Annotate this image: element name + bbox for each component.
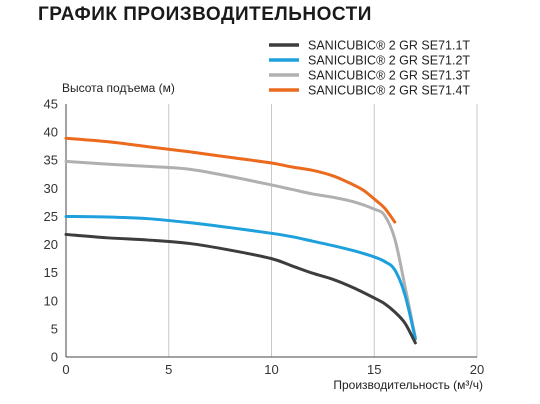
x-tick-label-20: 20 [470,362,484,377]
x-tick-label-10: 10 [264,362,278,377]
x-tick-label-0: 0 [62,362,69,377]
y-tick-label-10: 10 [44,293,58,308]
series-line-2 [64,214,417,341]
legend-label-1: SANICUBIC® 2 GR SE71.1T [308,39,470,53]
series-line-1 [64,232,417,345]
y-tick-label-15: 15 [44,265,58,280]
y-tick-label-0: 0 [51,350,58,365]
legend-label-3: SANICUBIC® 2 GR SE71.3T [308,69,470,83]
y-tick-label-45: 45 [44,97,58,112]
y-tick-label-30: 30 [44,181,58,196]
y-tick-label-40: 40 [44,125,58,140]
y-tick-label-20: 20 [44,237,58,252]
y-axis-label: Высота подъема (м) [62,81,175,95]
y-tick-label-35: 35 [44,153,58,168]
x-tick-label-15: 15 [367,362,381,377]
y-tick-label-25: 25 [44,209,58,224]
series-line-4 [64,136,397,224]
chart-title: ГРАФИК ПРОИЗВОДИТЕЛЬНОСТИ [38,4,372,25]
y-tick-labels: 0 5 10 15 20 25 30 35 40 45 [44,97,58,365]
grid-lines [168,104,478,357]
legend-label-2: SANICUBIC® 2 GR SE71.2T [308,54,470,68]
x-tick-label-5: 5 [165,362,172,377]
x-tick-labels: 0 5 10 15 20 [62,362,484,377]
legend-label-4: SANICUBIC® 2 GR SE71.4T [308,84,470,98]
series-lines [64,136,417,345]
x-axis-label: Производительность (м³/ч) [333,378,483,392]
series-line-3 [64,159,417,339]
y-tick-label-5: 5 [51,321,58,336]
